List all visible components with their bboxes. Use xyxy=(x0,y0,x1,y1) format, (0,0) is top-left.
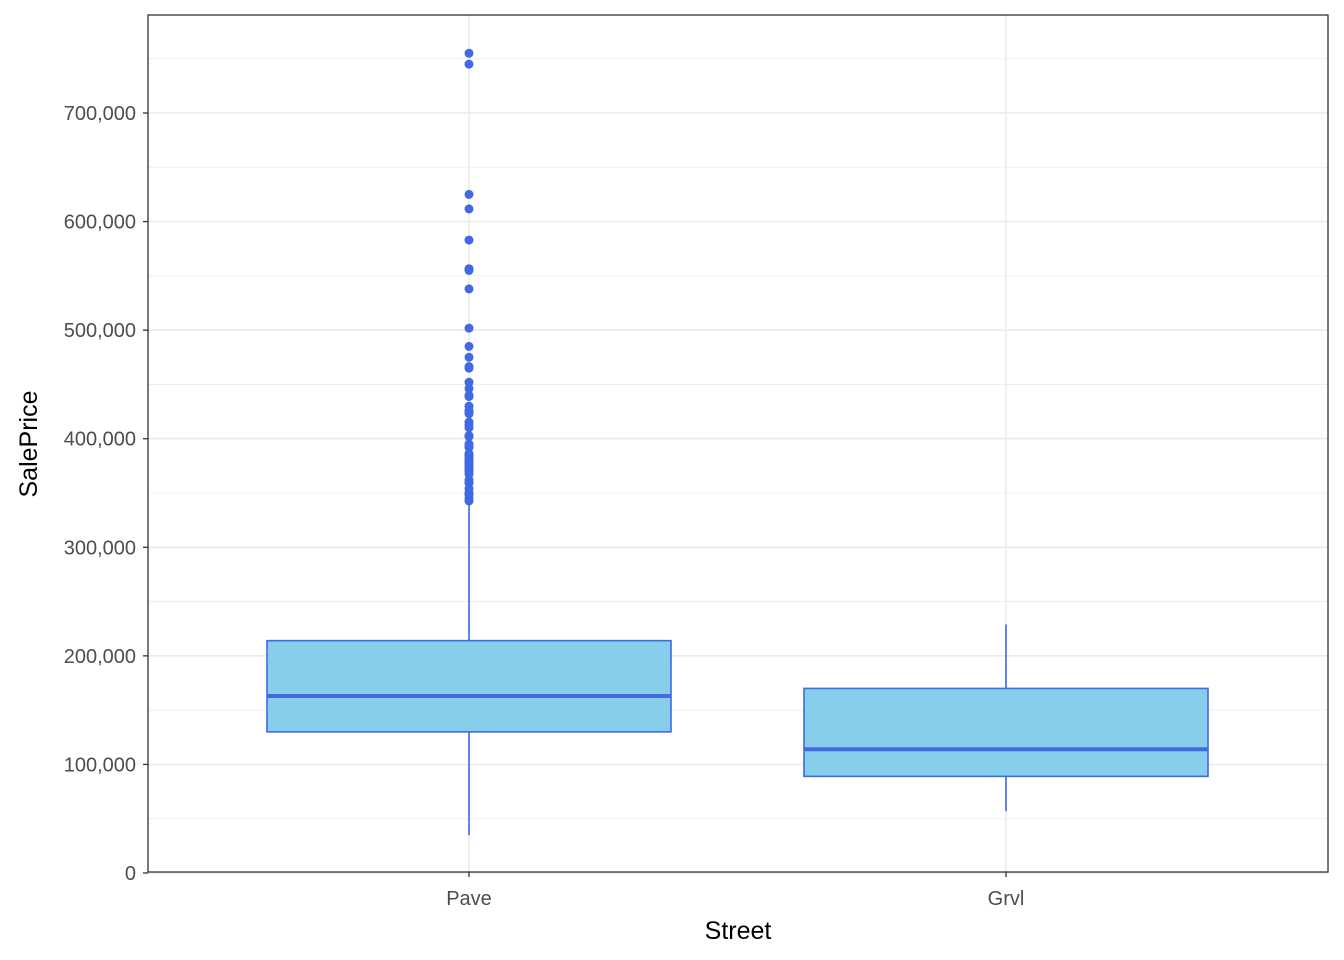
y-tick-label: 500,000 xyxy=(64,320,136,342)
box-iqr xyxy=(266,639,672,733)
outlier-point xyxy=(464,442,474,452)
y-tick-label: 300,000 xyxy=(64,537,136,559)
y-tick-label: 100,000 xyxy=(64,754,136,776)
y-tick-label: 400,000 xyxy=(64,429,136,451)
outlier-point xyxy=(464,363,474,373)
y-axis-title: SalePrice xyxy=(15,391,43,498)
y-tick-label: 0 xyxy=(125,863,136,885)
outlier-point xyxy=(464,265,474,275)
x-axis-title: Street xyxy=(705,917,772,945)
outlier-point xyxy=(464,59,474,69)
outlier-point xyxy=(464,235,474,245)
outlier-point xyxy=(464,392,474,402)
outlier-point xyxy=(464,377,474,387)
outlier-point xyxy=(464,341,474,351)
outlier-point xyxy=(464,323,474,333)
y-tick-label: 600,000 xyxy=(64,212,136,234)
panel-border xyxy=(147,14,1329,873)
outlier-point xyxy=(464,423,474,433)
outlier-point xyxy=(464,204,474,214)
outlier-point xyxy=(464,284,474,294)
x-tick-label: Grvl xyxy=(988,888,1025,910)
outlier-point xyxy=(464,432,474,442)
y-tick-label: 700,000 xyxy=(64,103,136,125)
outlier-point xyxy=(464,352,474,362)
x-tick-label: Pave xyxy=(446,888,492,910)
outlier-point xyxy=(464,496,474,506)
outlier-point xyxy=(464,383,474,393)
outlier-point xyxy=(464,189,474,199)
outlier-point xyxy=(464,48,474,58)
y-tick-label: 200,000 xyxy=(64,646,136,668)
box-iqr xyxy=(803,687,1209,778)
outlier-point xyxy=(464,409,474,419)
